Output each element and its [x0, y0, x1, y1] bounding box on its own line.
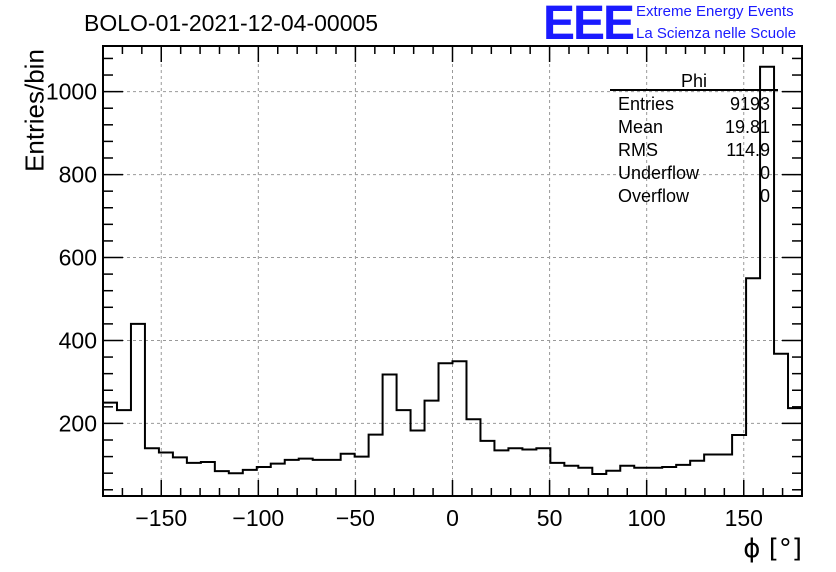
stats-label: Underflow	[618, 163, 700, 183]
stats-value: 19.81	[725, 117, 770, 137]
x-tick-label: 100	[627, 505, 665, 531]
stats-value: 0	[760, 163, 770, 183]
y-tick-label: 200	[59, 410, 97, 436]
stats-box: Phi Entries 9193 Mean 19.81 RMS 114.9 Underflow…	[610, 71, 778, 206]
stats-label: Entries	[618, 94, 674, 114]
plot-frame	[102, 45, 803, 497]
x-tick-label: −100	[232, 505, 284, 531]
stats-title: Phi	[681, 71, 707, 91]
stats-value: 0	[760, 186, 770, 206]
x-axis-label: ϕ [°]	[743, 534, 802, 564]
x-tick-label: −50	[336, 505, 375, 531]
stats-label: RMS	[618, 140, 658, 160]
logo-line-2: La Scienza nelle Scuole	[636, 25, 797, 42]
y-tick-label: 1000	[46, 79, 97, 105]
eee-logo: EEE	[543, 0, 635, 50]
y-tick-label: 800	[59, 162, 97, 188]
stats-value: 114.9	[726, 140, 770, 160]
y-axis-label: Entries/bin	[19, 49, 50, 172]
x-tick-label: 0	[446, 505, 459, 531]
stats-label: Overflow	[618, 186, 690, 206]
grid-lines	[103, 46, 802, 496]
y-tick-label: 600	[59, 245, 97, 271]
stats-label: Mean	[618, 117, 663, 137]
x-tick-label: 50	[537, 505, 563, 531]
x-tick-label: −150	[135, 505, 187, 531]
histogram-series	[103, 65, 802, 476]
x-tick-labels: −150 −100 −50 0 50 100 150	[135, 505, 763, 531]
stats-value: 9193	[730, 94, 770, 114]
y-tick-label: 400	[59, 327, 97, 353]
logo-line-1: Extreme Energy Events	[636, 3, 794, 20]
chart-title: BOLO-01-2021-12-04-00005	[84, 10, 379, 36]
y-tick-labels: 200 400 600 800 1000	[46, 79, 97, 437]
x-tick-label: 150	[725, 505, 763, 531]
